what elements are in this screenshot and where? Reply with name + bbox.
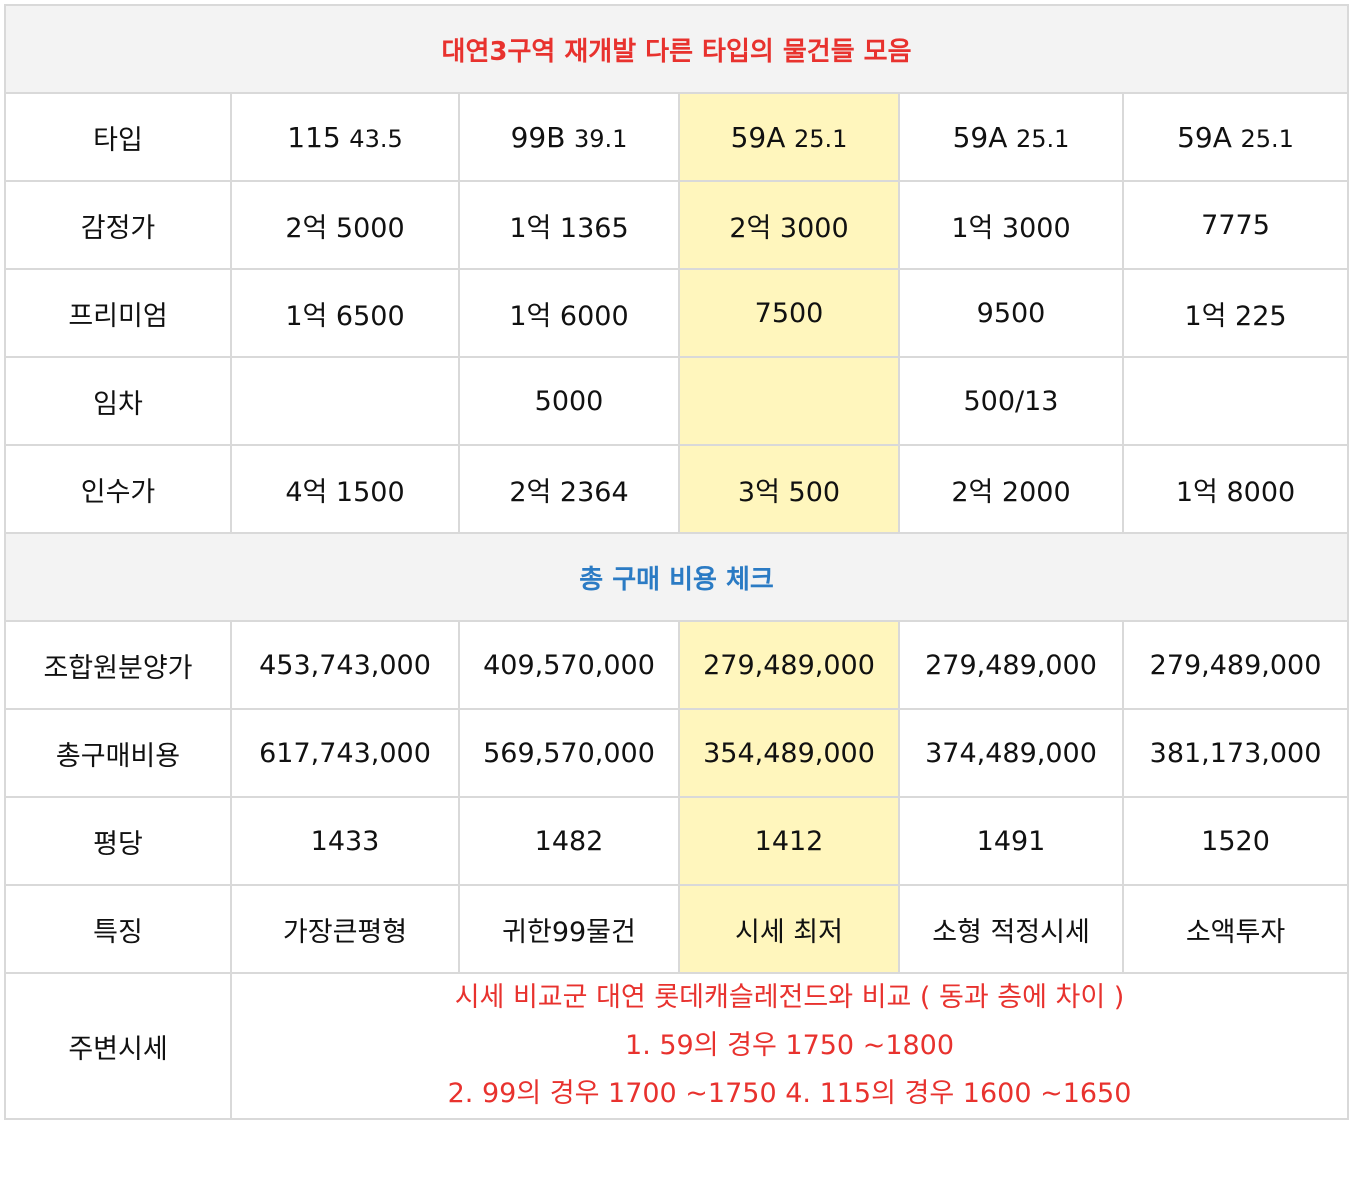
type-number: 59A xyxy=(730,120,786,154)
type-area: 43.5 xyxy=(349,124,403,153)
type-number: 59A xyxy=(952,120,1008,154)
feature-cell-highlighted: 시세 최저 xyxy=(678,884,900,974)
feature-cell: 귀한99물건 xyxy=(458,884,680,974)
comparison-table: 대연3구역 재개발 다른 타입의 물건들 모음 타입 115 43.5 99B … xyxy=(3,4,1350,1120)
acquisition-row: 인수가 4억 1500 2억 2364 3억 500 2억 2000 1억 80… xyxy=(4,444,1350,534)
type-area: 39.1 xyxy=(574,124,628,153)
total-cost-cell: 617,743,000 xyxy=(230,708,460,798)
per-pyeong-row: 평당 1433 1482 1412 1491 1520 xyxy=(4,796,1350,886)
type-area: 25.1 xyxy=(793,124,848,153)
appraisal-cell: 7775 xyxy=(1121,180,1350,270)
nearby-note: 1. 59의 경우 1750 ~1800 xyxy=(625,1030,955,1061)
premium-cell: 9500 xyxy=(898,268,1124,358)
per-pyeong-cell: 1433 xyxy=(230,796,460,886)
feature-row: 특징 가장큰평형 귀한99물건 시세 최저 소형 적정시세 소액투자 xyxy=(4,884,1350,974)
row-label-feature: 특징 xyxy=(4,884,232,974)
row-label-member-price: 조합원분양가 xyxy=(4,620,232,710)
appraisal-cell: 2억 5000 xyxy=(230,180,460,270)
row-label-lease: 임차 xyxy=(4,356,232,446)
total-cost-cell: 569,570,000 xyxy=(458,708,680,798)
nearby-note: 시세 비교군 대연 롯데캐슬레전드와 비교 ( 동과 층에 차이 ) xyxy=(454,982,1125,1013)
row-label-nearby: 주변시세 xyxy=(4,972,232,1120)
title-row: 대연3구역 재개발 다른 타입의 물건들 모음 xyxy=(3,4,1350,94)
total-cost-cell-highlighted: 354,489,000 xyxy=(678,708,900,798)
type-area: 25.1 xyxy=(1015,124,1070,153)
nearby-row: 주변시세 시세 비교군 대연 롯데캐슬레전드와 비교 ( 동과 층에 차이 ) … xyxy=(4,972,1350,1120)
type-number: 115 xyxy=(287,120,341,154)
per-pyeong-cell: 1520 xyxy=(1121,796,1350,886)
type-number: 59A xyxy=(1177,120,1232,154)
premium-cell-highlighted: 7500 xyxy=(678,268,900,358)
member-price-cell: 409,570,000 xyxy=(458,620,680,710)
nearby-note: 2. 99의 경우 1700 ~1750 4. 115의 경우 1600 ~16… xyxy=(447,1078,1132,1109)
row-label-acquisition: 인수가 xyxy=(4,444,232,534)
member-price-cell: 279,489,000 xyxy=(898,620,1124,710)
feature-cell: 소형 적정시세 xyxy=(898,884,1124,974)
total-cost-cell: 381,173,000 xyxy=(1121,708,1350,798)
type-cell: 59A 25.1 xyxy=(1121,92,1350,182)
lease-cell xyxy=(230,356,460,446)
appraisal-cell: 1억 3000 xyxy=(898,180,1124,270)
per-pyeong-cell: 1482 xyxy=(458,796,680,886)
per-pyeong-cell-highlighted: 1412 xyxy=(678,796,900,886)
lease-cell: 5000 xyxy=(458,356,680,446)
type-area: 25.1 xyxy=(1240,124,1294,153)
acquisition-cell: 4억 1500 xyxy=(230,444,460,534)
premium-cell: 1억 6000 xyxy=(458,268,680,358)
feature-cell: 가장큰평형 xyxy=(230,884,460,974)
type-cell: 59A 25.1 xyxy=(898,92,1124,182)
premium-cell: 1억 6500 xyxy=(230,268,460,358)
section-title: 총 구매 비용 체크 xyxy=(3,532,1350,622)
acquisition-cell: 2억 2000 xyxy=(898,444,1124,534)
section-title-row: 총 구매 비용 체크 xyxy=(3,532,1350,622)
type-row: 타입 115 43.5 99B 39.1 59A 25.1 59A 25.1 5… xyxy=(4,92,1350,182)
appraisal-row: 감정가 2억 5000 1억 1365 2억 3000 1억 3000 7775 xyxy=(4,180,1350,270)
acquisition-cell: 2억 2364 xyxy=(458,444,680,534)
appraisal-cell-highlighted: 2억 3000 xyxy=(678,180,900,270)
type-cell: 115 43.5 xyxy=(230,92,460,182)
lease-cell: 500/13 xyxy=(898,356,1124,446)
lease-row: 임차 5000 500/13 xyxy=(4,356,1350,446)
appraisal-cell: 1억 1365 xyxy=(458,180,680,270)
feature-cell: 소액투자 xyxy=(1121,884,1350,974)
member-price-cell-highlighted: 279,489,000 xyxy=(678,620,900,710)
premium-row: 프리미엄 1억 6500 1억 6000 7500 9500 1억 225 xyxy=(4,268,1350,358)
row-label-per-pyeong: 평당 xyxy=(4,796,232,886)
member-price-cell: 279,489,000 xyxy=(1121,620,1350,710)
row-label-total-cost: 총구매비용 xyxy=(4,708,232,798)
lease-cell xyxy=(1121,356,1350,446)
lease-cell-highlighted xyxy=(678,356,900,446)
premium-cell: 1억 225 xyxy=(1121,268,1350,358)
type-cell-highlighted: 59A 25.1 xyxy=(678,92,900,182)
member-price-row: 조합원분양가 453,743,000 409,570,000 279,489,0… xyxy=(4,620,1350,710)
total-cost-cell: 374,489,000 xyxy=(898,708,1124,798)
acquisition-cell-highlighted: 3억 500 xyxy=(678,444,900,534)
total-cost-row: 총구매비용 617,743,000 569,570,000 354,489,00… xyxy=(4,708,1350,798)
row-label-type: 타입 xyxy=(4,92,232,182)
member-price-cell: 453,743,000 xyxy=(230,620,460,710)
table-title: 대연3구역 재개발 다른 타입의 물건들 모음 xyxy=(3,4,1350,94)
type-number: 99B xyxy=(510,120,566,154)
per-pyeong-cell: 1491 xyxy=(898,796,1124,886)
acquisition-cell: 1억 8000 xyxy=(1121,444,1350,534)
row-label-appraisal: 감정가 xyxy=(4,180,232,270)
nearby-notes: 시세 비교군 대연 롯데캐슬레전드와 비교 ( 동과 층에 차이 ) 1. 59… xyxy=(229,972,1350,1120)
row-label-premium: 프리미엄 xyxy=(4,268,232,358)
type-cell: 99B 39.1 xyxy=(458,92,680,182)
